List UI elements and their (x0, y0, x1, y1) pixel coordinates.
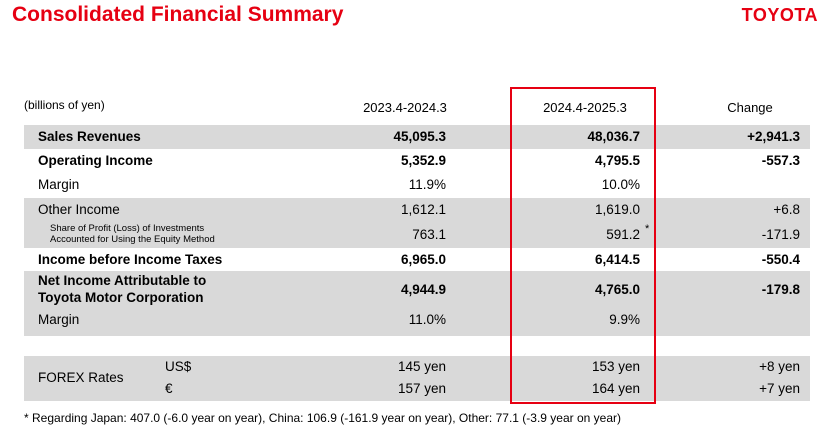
row-label-equity-line2: Accounted for Using the Equity Method (50, 234, 215, 245)
currency-usd: US$ (165, 359, 192, 374)
value-usd-change: +8 yen (759, 359, 800, 374)
column-header-change: Change (727, 100, 773, 115)
value-eur-change: +7 yen (759, 381, 800, 396)
row-label-pretax-income: Income before Income Taxes (38, 252, 223, 267)
value-usd-fy2024: 145 yen (397, 359, 446, 374)
column-header-fy2024: 2023.4-2024.3 (363, 100, 447, 115)
footnote-marker: * (645, 223, 650, 235)
value-sales-fy2024: 45,095.3 (393, 129, 446, 144)
value-opinc-change: -557.3 (761, 153, 800, 168)
value-equity-fy2025: 591.2 (606, 227, 640, 242)
value-pretax-fy2025: 6,414.5 (594, 252, 640, 267)
current-year-highlight-box (510, 87, 656, 404)
value-other-change: +6.8 (773, 202, 800, 217)
value-pretax-fy2024: 6,965.0 (400, 252, 446, 267)
value-netinc-change: -179.8 (761, 282, 800, 297)
value-equity-change: -171.9 (761, 227, 800, 242)
row-label-equity-line1: Share of Profit (Loss) of Investments (50, 223, 205, 234)
units-label: (billions of yen) (24, 98, 105, 112)
value-usd-fy2025: 153 yen (591, 359, 640, 374)
row-label-operating-income: Operating Income (38, 153, 153, 168)
footnote: * Regarding Japan: 407.0 (-6.0 year on y… (24, 411, 621, 425)
row-label-margin-operating: Margin (38, 177, 80, 192)
value-equity-fy2024: 763.1 (412, 227, 446, 242)
row-label-sales-revenues: Sales Revenues (38, 129, 141, 144)
value-opinc-fy2024: 5,352.9 (400, 153, 446, 168)
row-label-margin-net: Margin (38, 312, 80, 327)
value-margin2-fy2025: 9.9% (609, 312, 640, 327)
value-margin1-fy2025: 10.0% (601, 177, 640, 192)
value-opinc-fy2025: 4,795.5 (594, 153, 640, 168)
row-label-other-income: Other Income (38, 202, 120, 217)
value-sales-fy2025: 48,036.7 (587, 129, 640, 144)
value-sales-change: +2,941.3 (747, 129, 800, 144)
value-margin1-fy2024: 11.9% (408, 177, 446, 192)
row-band-forex (24, 356, 810, 401)
row-label-net-income-line2: Toyota Motor Corporation (38, 290, 204, 305)
row-band-net-income (24, 271, 810, 336)
row-band-other-income (24, 198, 810, 248)
value-netinc-fy2024: 4,944.9 (400, 282, 446, 297)
value-other-fy2025: 1,619.0 (594, 202, 640, 217)
currency-eur: € (165, 381, 173, 396)
value-netinc-fy2025: 4,765.0 (594, 282, 640, 297)
value-other-fy2024: 1,612.1 (400, 202, 446, 217)
page-title: Consolidated Financial Summary (12, 3, 344, 26)
row-label-forex-rates: FOREX Rates (38, 370, 124, 385)
column-header-fy2025: 2024.4-2025.3 (543, 100, 627, 115)
value-pretax-change: -550.4 (761, 252, 800, 267)
toyota-logo: TOYOTA (741, 5, 818, 25)
value-eur-fy2024: 157 yen (397, 381, 446, 396)
row-label-net-income-line1: Net Income Attributable to (38, 273, 207, 288)
row-band-sales (24, 125, 810, 149)
value-eur-fy2025: 164 yen (591, 381, 640, 396)
value-margin2-fy2024: 11.0% (408, 312, 446, 327)
